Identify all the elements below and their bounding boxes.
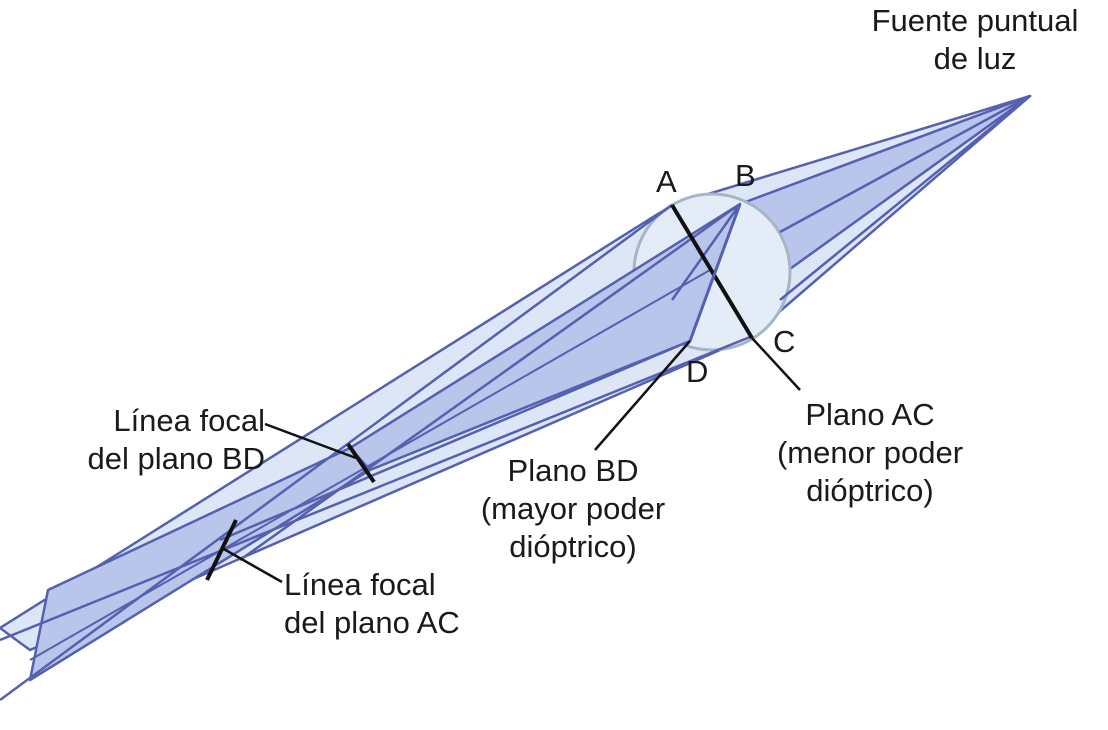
leader-focal-ac <box>221 546 283 584</box>
plane-ac-line1: Plano AC <box>805 397 935 432</box>
plane-ac-line2: (menor poder <box>776 435 964 470</box>
focal-line-ac <box>205 519 238 581</box>
point-b-label: B <box>735 158 756 193</box>
focal-bd-label: Línea focal del plano BD <box>20 402 265 478</box>
focal-ac-line2: del plano AC <box>284 605 460 640</box>
ray-central-8 <box>29 269 711 661</box>
plane-bd-line3: dióptrico) <box>509 529 637 564</box>
leader-plane-bd <box>594 340 691 451</box>
plane-ac-line <box>670 203 754 340</box>
plane-ac-line3: dióptrico) <box>806 473 934 508</box>
beam-bd-diverge <box>28 446 372 682</box>
ray-central-2 <box>670 203 742 301</box>
plane-bd-label: Plano BD (mayor poder dióptrico) <box>448 452 698 566</box>
point-c-label: C <box>773 324 796 359</box>
source-label-line2: de luz <box>933 41 1017 76</box>
ray-central-3 <box>0 203 673 702</box>
point-d-label: D <box>686 354 709 389</box>
ray-central-4 <box>0 335 751 642</box>
leader-focal-bd <box>264 422 357 460</box>
focal-bd-line2: del plano BD <box>87 441 265 476</box>
focal-line-bd <box>346 442 376 484</box>
focal-ac-line1: Línea focal <box>284 567 436 602</box>
focal-bd-line1: Línea focal <box>113 403 265 438</box>
ray-central-7 <box>779 95 1031 301</box>
ray-central-1 <box>779 94 1031 234</box>
plane-ac-label: Plano AC (menor poder dióptrico) <box>740 396 1000 510</box>
leader-plane-ac <box>751 337 801 391</box>
focal-ac-label: Línea focal del plano AC <box>284 566 544 642</box>
point-a-label: A <box>656 164 677 199</box>
beam-bd-converge <box>348 202 742 472</box>
plane-bd-line <box>688 203 742 342</box>
source-label: Fuente puntual de luz <box>850 2 1100 78</box>
source-label-line1: Fuente puntual <box>871 3 1079 38</box>
plane-bd-line2: (mayor poder <box>480 491 666 526</box>
plane-bd-line1: Plano BD <box>507 453 639 488</box>
ray-central-6 <box>239 202 741 562</box>
